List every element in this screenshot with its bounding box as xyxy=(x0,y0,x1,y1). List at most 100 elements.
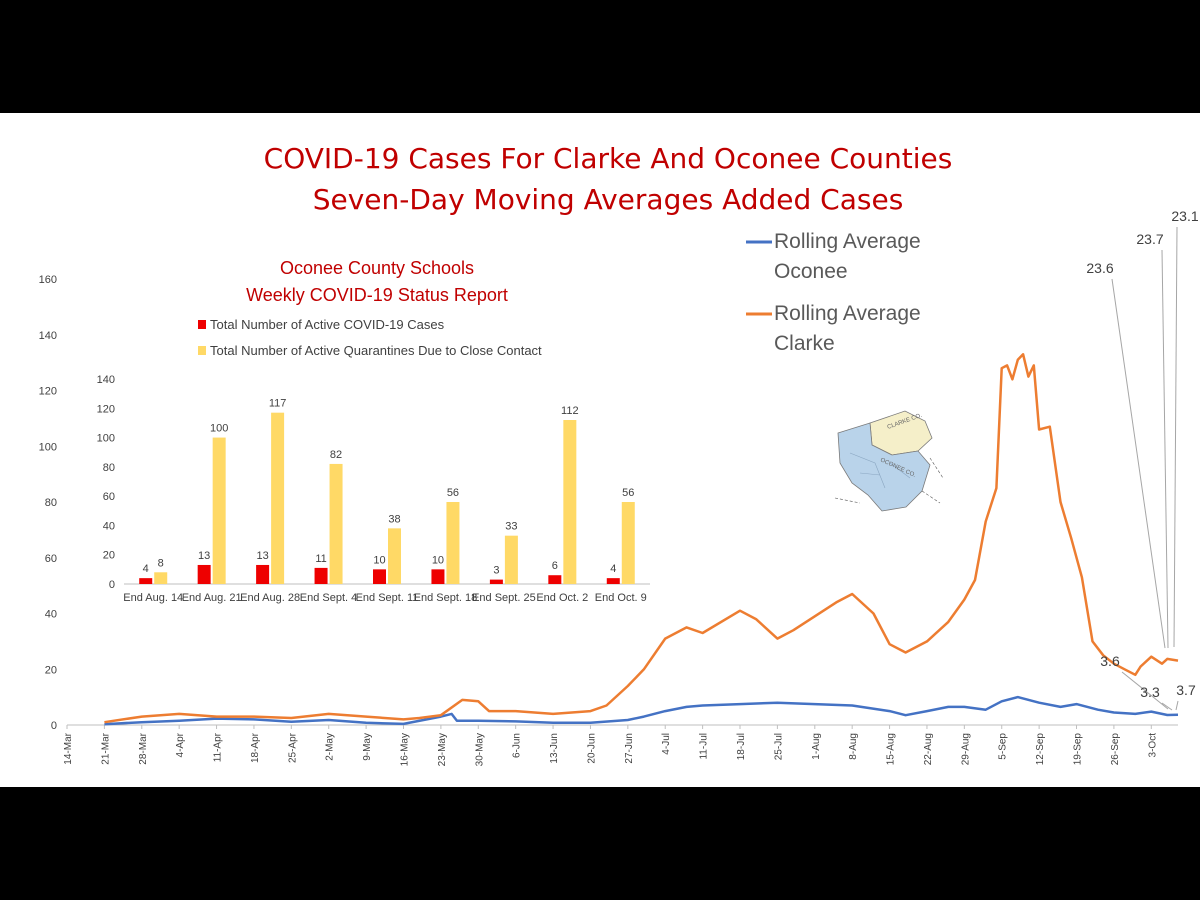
x-tick-label: 18-Apr xyxy=(250,732,261,763)
bar-quarantines xyxy=(446,502,460,584)
annotation-leader xyxy=(1173,226,1178,648)
bar-quarantines xyxy=(563,420,577,584)
inset-legend-swatch xyxy=(198,320,206,329)
inset-y-tick-label: 100 xyxy=(97,433,115,445)
bar-value-label: 3 xyxy=(493,565,499,577)
x-tick-label: 2-May xyxy=(325,733,336,761)
inset-category-label: End Aug. 28 xyxy=(240,592,300,604)
bar-active-cases xyxy=(314,567,328,584)
bar-quarantines xyxy=(154,572,168,584)
bar-active-cases xyxy=(548,575,562,584)
annotation-label: 23.7 xyxy=(1136,231,1163,247)
x-tick-label: 21-Mar xyxy=(100,732,111,764)
legend-label: Oconee xyxy=(774,260,848,283)
bar-value-label: 10 xyxy=(373,554,385,566)
x-tick-label: 18-Jul xyxy=(736,733,747,760)
inset-title-line-1: Oconee County Schools xyxy=(280,258,474,278)
slide: COVID-19 Cases For Clarke And Oconee Cou… xyxy=(0,113,1200,787)
inset-category-label: End Oct. 2 xyxy=(536,592,588,604)
bar-active-cases xyxy=(489,579,503,584)
inset-legend: Total Number of Active COVID-19 Cases Tot… xyxy=(198,317,542,358)
x-tick-label: 5-Sep xyxy=(998,733,1009,760)
x-tick-label: 1-Aug xyxy=(811,733,822,760)
title-line-2: Seven-Day Moving Averages Added Cases xyxy=(313,183,904,216)
x-tick-label: 19-Sep xyxy=(1073,733,1084,766)
bar-value-label: 112 xyxy=(561,405,579,417)
bar-value-label: 8 xyxy=(158,557,164,569)
y-tick-label: 40 xyxy=(45,609,57,621)
bar-value-label: 82 xyxy=(330,449,342,461)
inset-category-label: End Oct. 9 xyxy=(595,592,647,604)
bar-value-label: 38 xyxy=(388,513,400,525)
x-tick-label: 25-Jul xyxy=(773,733,784,760)
annotation-label: 3.6 xyxy=(1100,653,1120,669)
x-tick-label: 13-Jun xyxy=(549,733,560,764)
inset-title-line-2: Weekly COVID-19 Status Report xyxy=(246,285,508,305)
annotation-label: 3.3 xyxy=(1140,684,1160,700)
inset-y-tick-label: 80 xyxy=(103,462,115,474)
bar-quarantines xyxy=(388,528,401,584)
annotation-leader xyxy=(1121,671,1169,710)
x-tick-label: 12-Sep xyxy=(1035,733,1046,766)
x-tick-label: 15-Aug xyxy=(886,733,897,765)
x-tick-label: 25-Apr xyxy=(287,732,298,763)
inset-category-label: End Sept. 11 xyxy=(356,592,419,604)
y-tick-label: 80 xyxy=(45,497,57,509)
inset-category-label: End Aug. 14 xyxy=(123,592,183,604)
y-tick-label: 20 xyxy=(45,664,57,676)
inset-category-label: End Aug. 21 xyxy=(182,592,242,604)
annotation-label: 23.1 xyxy=(1171,208,1198,224)
annotation-label: 3.7 xyxy=(1176,682,1196,698)
inset-bars: End Aug. 14 4 8 End Aug. 21 13 100 End Aug. 28… xyxy=(123,398,647,604)
x-tick-label: 23-May xyxy=(437,733,448,766)
bar-quarantines xyxy=(621,502,635,584)
legend-label: Rolling Average xyxy=(774,302,921,325)
bar-quarantines xyxy=(271,412,285,584)
x-tick-label: 11-Apr xyxy=(213,732,224,762)
bar-value-label: 6 xyxy=(552,560,558,572)
y-tick-label: 100 xyxy=(39,441,57,453)
chart-svg: COVID-19 Cases For Clarke And Oconee Cou… xyxy=(39,142,1199,766)
inset-legend-swatch xyxy=(198,346,206,355)
y-tick-label: 0 xyxy=(51,720,57,732)
series-line-oconee xyxy=(104,695,1179,726)
inset-category-label: End Sept. 25 xyxy=(472,592,536,604)
inset-category-label: End Sept. 4 xyxy=(300,592,358,604)
annotation-leader xyxy=(1175,700,1179,711)
inset-legend-label: Total Number of Active COVID-19 Cases xyxy=(210,317,445,332)
inset-category-label: End Sept. 18 xyxy=(414,592,478,604)
bar-active-cases xyxy=(431,569,445,584)
bar-active-cases xyxy=(197,564,211,584)
legend-label: Clarke xyxy=(774,332,835,355)
x-tick-label: 22-Aug xyxy=(923,733,934,765)
annotation-leader xyxy=(1161,702,1173,711)
x-tick-label: 4-Jul xyxy=(661,733,672,755)
annotation-leader xyxy=(1161,249,1169,649)
x-tick-label: 27-Jun xyxy=(624,733,635,764)
bar-value-label: 33 xyxy=(505,521,517,533)
x-tick-label: 30-May xyxy=(474,733,485,766)
annotation-leader xyxy=(1111,278,1166,649)
bar-active-cases xyxy=(373,569,386,584)
series-line-clarke xyxy=(104,353,1179,724)
bar-quarantines xyxy=(212,437,226,584)
bar-active-cases xyxy=(256,564,270,584)
x-tick-label: 26-Sep xyxy=(1110,733,1121,766)
bar-value-label: 56 xyxy=(447,487,459,499)
main-annotations: 23.1 23.7 23.6 3.6 3.3 3.7 xyxy=(1086,208,1199,711)
annotation-label: 23.6 xyxy=(1086,260,1113,276)
y-tick-label: 160 xyxy=(39,274,57,286)
bar-value-label: 100 xyxy=(210,423,228,435)
x-tick-label: 29-Aug xyxy=(960,733,971,765)
inset-y-tick-label: 40 xyxy=(103,520,115,532)
bar-value-label: 13 xyxy=(198,550,210,562)
title-line-1: COVID-19 Cases For Clarke And Oconee Cou… xyxy=(264,142,953,175)
bar-value-label: 4 xyxy=(143,563,149,575)
x-tick-label: 4-Apr xyxy=(175,732,186,757)
bar-value-label: 10 xyxy=(432,554,444,566)
x-tick-label: 16-May xyxy=(400,733,411,766)
x-tick-label: 11-Jul xyxy=(699,733,710,760)
bar-quarantines xyxy=(329,463,343,584)
y-tick-label: 140 xyxy=(39,330,57,342)
